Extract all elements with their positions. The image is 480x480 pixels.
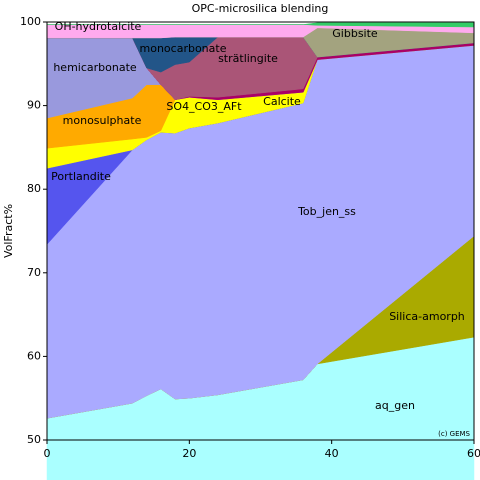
annotation: (c) GEMS [438, 430, 470, 438]
y-tick-label: 50 [27, 433, 41, 446]
plot-frame [46, 21, 475, 441]
series-label: aq_gen [375, 399, 415, 412]
x-tick-label: 40 [325, 447, 339, 460]
foreground: aq_gen Silica-amorph Tob_jen_ss Portlandite… [20, 15, 480, 460]
y-tick-label: 90 [27, 99, 41, 112]
x-tick-label: 20 [182, 447, 196, 460]
series-label: Tob_jen_ss [297, 205, 356, 218]
x-tick-label: 60 [467, 447, 480, 460]
series-label: Portlandite [51, 170, 111, 183]
series-label: monosulphate [63, 114, 142, 127]
series-label: monocarbonate [140, 42, 227, 55]
series-label: Calcite [263, 95, 301, 108]
series-label: Silica-amorph [389, 310, 465, 323]
series-label: hemicarbonate [53, 61, 137, 74]
series-label: OH-hydrotalcite [55, 20, 142, 33]
x-tick-label: 0 [44, 447, 51, 460]
series-label: SO4_CO3_AFt [166, 100, 242, 113]
series-label: Gibbsite [332, 27, 378, 40]
series-label: strätlingite [218, 52, 278, 65]
y-tick-label: 70 [27, 266, 41, 279]
areas [46, 22, 475, 480]
y-tick-label: 60 [27, 349, 41, 362]
y-tick-label: 80 [27, 182, 41, 195]
y-axis-label: VolFract% [2, 204, 15, 258]
y-tick-label: 100 [20, 15, 41, 28]
chart-title: OPC-microsilica blending [192, 2, 329, 15]
